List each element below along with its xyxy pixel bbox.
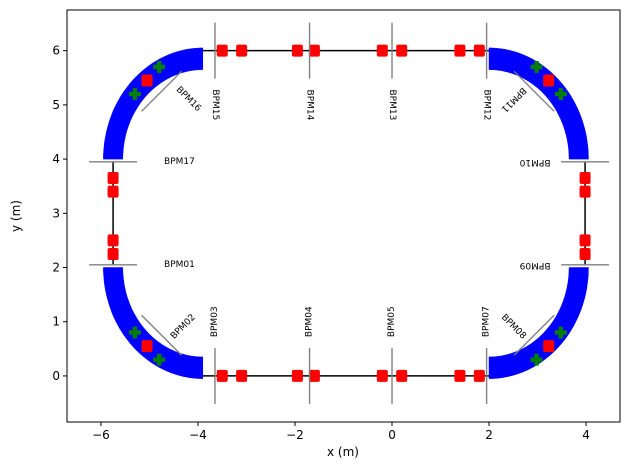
y-tick-label: 3 — [52, 206, 60, 220]
quadrupole-17 — [107, 247, 119, 260]
quadrupole-22 — [579, 234, 591, 247]
bpm-label: BPM10 — [519, 157, 550, 167]
corrector-8 — [530, 60, 543, 73]
bpm-bpm13: BPM13 — [387, 22, 397, 120]
bpm-marker-line — [141, 70, 183, 112]
quadrupole-13 — [376, 44, 388, 57]
bpm-label: BPM12 — [482, 89, 492, 120]
y-tick-label: 5 — [52, 98, 60, 112]
quadrupole-21 — [579, 247, 591, 260]
corrector-bar-v — [534, 353, 539, 366]
x-axis-label: x (m) — [327, 445, 359, 459]
quadrupole-19 — [107, 185, 119, 198]
quadrupole-8 — [473, 369, 485, 382]
corrector-4 — [153, 60, 166, 73]
ring-layer — [103, 44, 591, 382]
bpm-bpm04: BPM04 — [305, 306, 315, 404]
bpm-bpm09: BPM09 — [519, 260, 610, 270]
bpm-label: BPM15 — [210, 89, 220, 120]
quadrupole-7 — [454, 369, 466, 382]
quadrupole-3 — [291, 369, 303, 382]
corrector-bar-v — [558, 88, 564, 101]
y-tick-label: 0 — [52, 369, 60, 383]
bpm-marker-line — [141, 314, 183, 356]
bpm-bpm01: BPM01 — [89, 260, 195, 270]
quadrupole-1 — [216, 369, 228, 382]
tick-layer: −6 −4 −2 0 2 4 0 1 2 3 4 5 6 — [52, 44, 590, 442]
corrector-2 — [153, 353, 166, 366]
x-tick-label: −2 — [286, 428, 304, 442]
axes-frame — [66, 9, 621, 423]
bpm-label: BPM13 — [387, 89, 397, 120]
x-tick-label: 2 — [485, 428, 493, 442]
quadrupole-18 — [107, 234, 119, 247]
corrector-bar-v — [132, 88, 138, 101]
corrector-bar-v — [558, 326, 564, 339]
quadrupole-10 — [236, 44, 248, 57]
bpm-marker-line — [513, 70, 555, 112]
y-tick-label: 6 — [52, 44, 60, 58]
quadrupole-15 — [454, 44, 466, 57]
corrector-bar-v — [534, 60, 539, 73]
bpm-bpm03: BPM03 — [210, 306, 220, 404]
bpm-bpm15: BPM15 — [210, 22, 220, 120]
corrector-bar-v — [132, 326, 138, 339]
quadrupole-12 — [308, 44, 320, 57]
y-tick-label: 1 — [52, 315, 60, 329]
bpm-label: BPM09 — [519, 260, 550, 270]
bpm-bpm07: BPM07 — [482, 306, 492, 404]
x-tick-label: 0 — [388, 428, 396, 442]
corrector-6 — [530, 353, 543, 366]
x-tick-label: −6 — [92, 428, 110, 442]
dipole-magnet-4 — [103, 80, 147, 160]
bpm-bpm14: BPM14 — [305, 22, 315, 121]
quadrupole-27 — [543, 340, 555, 353]
y-tick-label: 2 — [52, 261, 60, 275]
bpm-label: BPM17 — [164, 157, 195, 167]
y-axis-label: y (m) — [9, 200, 23, 232]
corrector-bar-v — [156, 60, 162, 73]
bpm-label: BPM04 — [305, 306, 315, 337]
quadrupole-6 — [396, 369, 408, 382]
quadrupole-23 — [579, 185, 591, 198]
corrector-bar-v — [156, 353, 162, 366]
x-tick-label: 4 — [582, 428, 590, 442]
bpm-bpm10: BPM10 — [519, 157, 610, 167]
quadrupole-5 — [376, 369, 388, 382]
bpm-label: BPM07 — [482, 306, 492, 337]
quadrupole-20 — [107, 172, 119, 185]
quadrupole-28 — [543, 74, 555, 87]
corrector-7 — [554, 88, 567, 101]
bpm-label: BPM05 — [387, 306, 397, 337]
corrector-3 — [128, 88, 141, 101]
bpm-bpm12: BPM12 — [482, 22, 492, 120]
quadrupole-4 — [308, 369, 320, 382]
quadrupole-25 — [141, 340, 153, 353]
corrector-1 — [128, 326, 141, 339]
quadrupole-26 — [141, 74, 153, 87]
quadrupole-24 — [579, 172, 591, 185]
quadrupole-9 — [216, 44, 228, 57]
bpm-bpm05: BPM05 — [387, 306, 397, 404]
y-tick-label: 4 — [52, 152, 60, 166]
bpm-label: BPM03 — [210, 306, 220, 337]
bpm-marker-line — [513, 314, 555, 356]
x-tick-label: −4 — [189, 428, 207, 442]
bpm-label: BPM14 — [305, 90, 315, 121]
quadrupole-16 — [473, 44, 485, 57]
bpm-label: BPM01 — [164, 260, 195, 270]
quadrupole-14 — [396, 44, 408, 57]
corrector-5 — [554, 326, 567, 339]
bpm-bpm17: BPM17 — [89, 157, 195, 167]
quadrupole-2 — [236, 369, 248, 382]
quadrupole-11 — [291, 44, 303, 57]
dipole-magnet-6 — [545, 267, 589, 347]
